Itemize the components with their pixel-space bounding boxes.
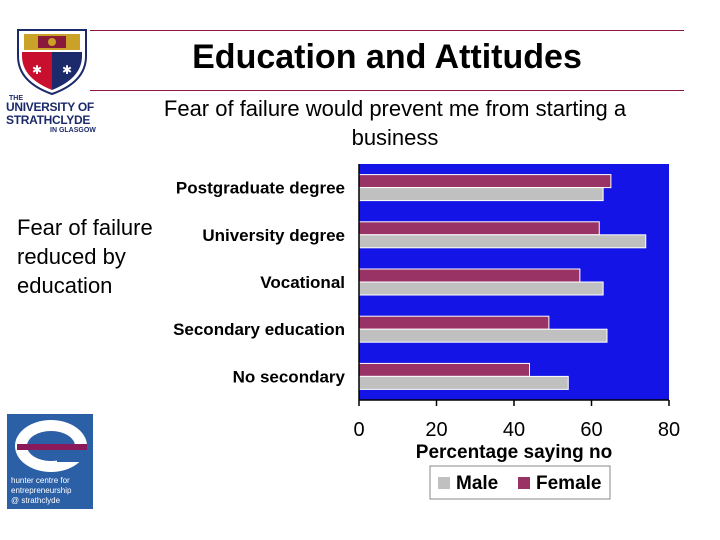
university-logo: ✱ ✱ THE UNIVERSITY OF STRATHCLYDE IN GLA… <box>4 26 100 138</box>
chart-subtitle: Fear of failure would prevent me from st… <box>163 96 627 150</box>
category-label-postgraduate-degree: Postgraduate degree <box>176 179 345 198</box>
svg-text:✱: ✱ <box>62 63 72 77</box>
university-logo-line4: IN GLASGOW <box>50 127 96 134</box>
hunter-e-logo-icon <box>15 420 89 472</box>
university-crest-icon: ✱ ✱ <box>17 29 87 96</box>
category-label-no-secondary: No secondary <box>233 367 346 386</box>
university-logo-line2: UNIVERSITY OF <box>6 100 94 114</box>
legend-label-male: Male <box>456 473 498 494</box>
legend-swatch-female <box>518 477 530 489</box>
title-top-rule <box>90 30 684 31</box>
legend-label-female: Female <box>536 473 601 494</box>
category-label-university-degree: University degree <box>202 226 345 245</box>
hunter-logo-line1: hunter centre for <box>11 476 70 485</box>
x-axis-label: Percentage saying no <box>416 442 612 463</box>
hunter-logo-line3: @ strathclyde <box>11 496 61 505</box>
bar-female-secondary-education <box>358 315 550 330</box>
x-tick-label-20: 20 <box>425 419 447 441</box>
bar-male-vocational <box>358 281 604 296</box>
x-tick-label-0: 0 <box>353 419 364 441</box>
category-label-secondary-education: Secondary education <box>173 320 345 339</box>
bar-female-vocational <box>358 268 581 283</box>
side-note: Fear of failure reduced by education <box>17 215 153 298</box>
title-bottom-rule <box>90 90 684 91</box>
hunter-centre-logo: hunter centre for entrepreneurship @ str… <box>7 414 93 509</box>
bar-female-university-degree <box>358 221 600 236</box>
university-logo-line1: THE <box>9 95 23 102</box>
hunter-logo-text: hunter centre for entrepreneurship @ str… <box>11 476 71 506</box>
svg-text:✱: ✱ <box>32 63 42 77</box>
hunter-logo-line2: entrepreneurship <box>11 486 72 495</box>
university-logo-line3: STRATHCLYDE <box>6 113 91 127</box>
legend-swatch-male <box>438 477 450 489</box>
bar-male-university-degree <box>358 234 647 249</box>
bar-female-postgraduate-degree <box>358 174 612 189</box>
bar-male-no-secondary <box>358 375 569 390</box>
slide-title: Education and Attitudes <box>192 38 582 76</box>
x-tick-label-80: 80 <box>658 419 680 441</box>
x-tick-label-40: 40 <box>503 419 525 441</box>
bar-female-no-secondary <box>358 362 530 377</box>
bar-male-postgraduate-degree <box>358 187 604 202</box>
x-tick-label-60: 60 <box>580 419 602 441</box>
category-label-vocational: Vocational <box>260 273 345 292</box>
bar-male-secondary-education <box>358 328 608 343</box>
